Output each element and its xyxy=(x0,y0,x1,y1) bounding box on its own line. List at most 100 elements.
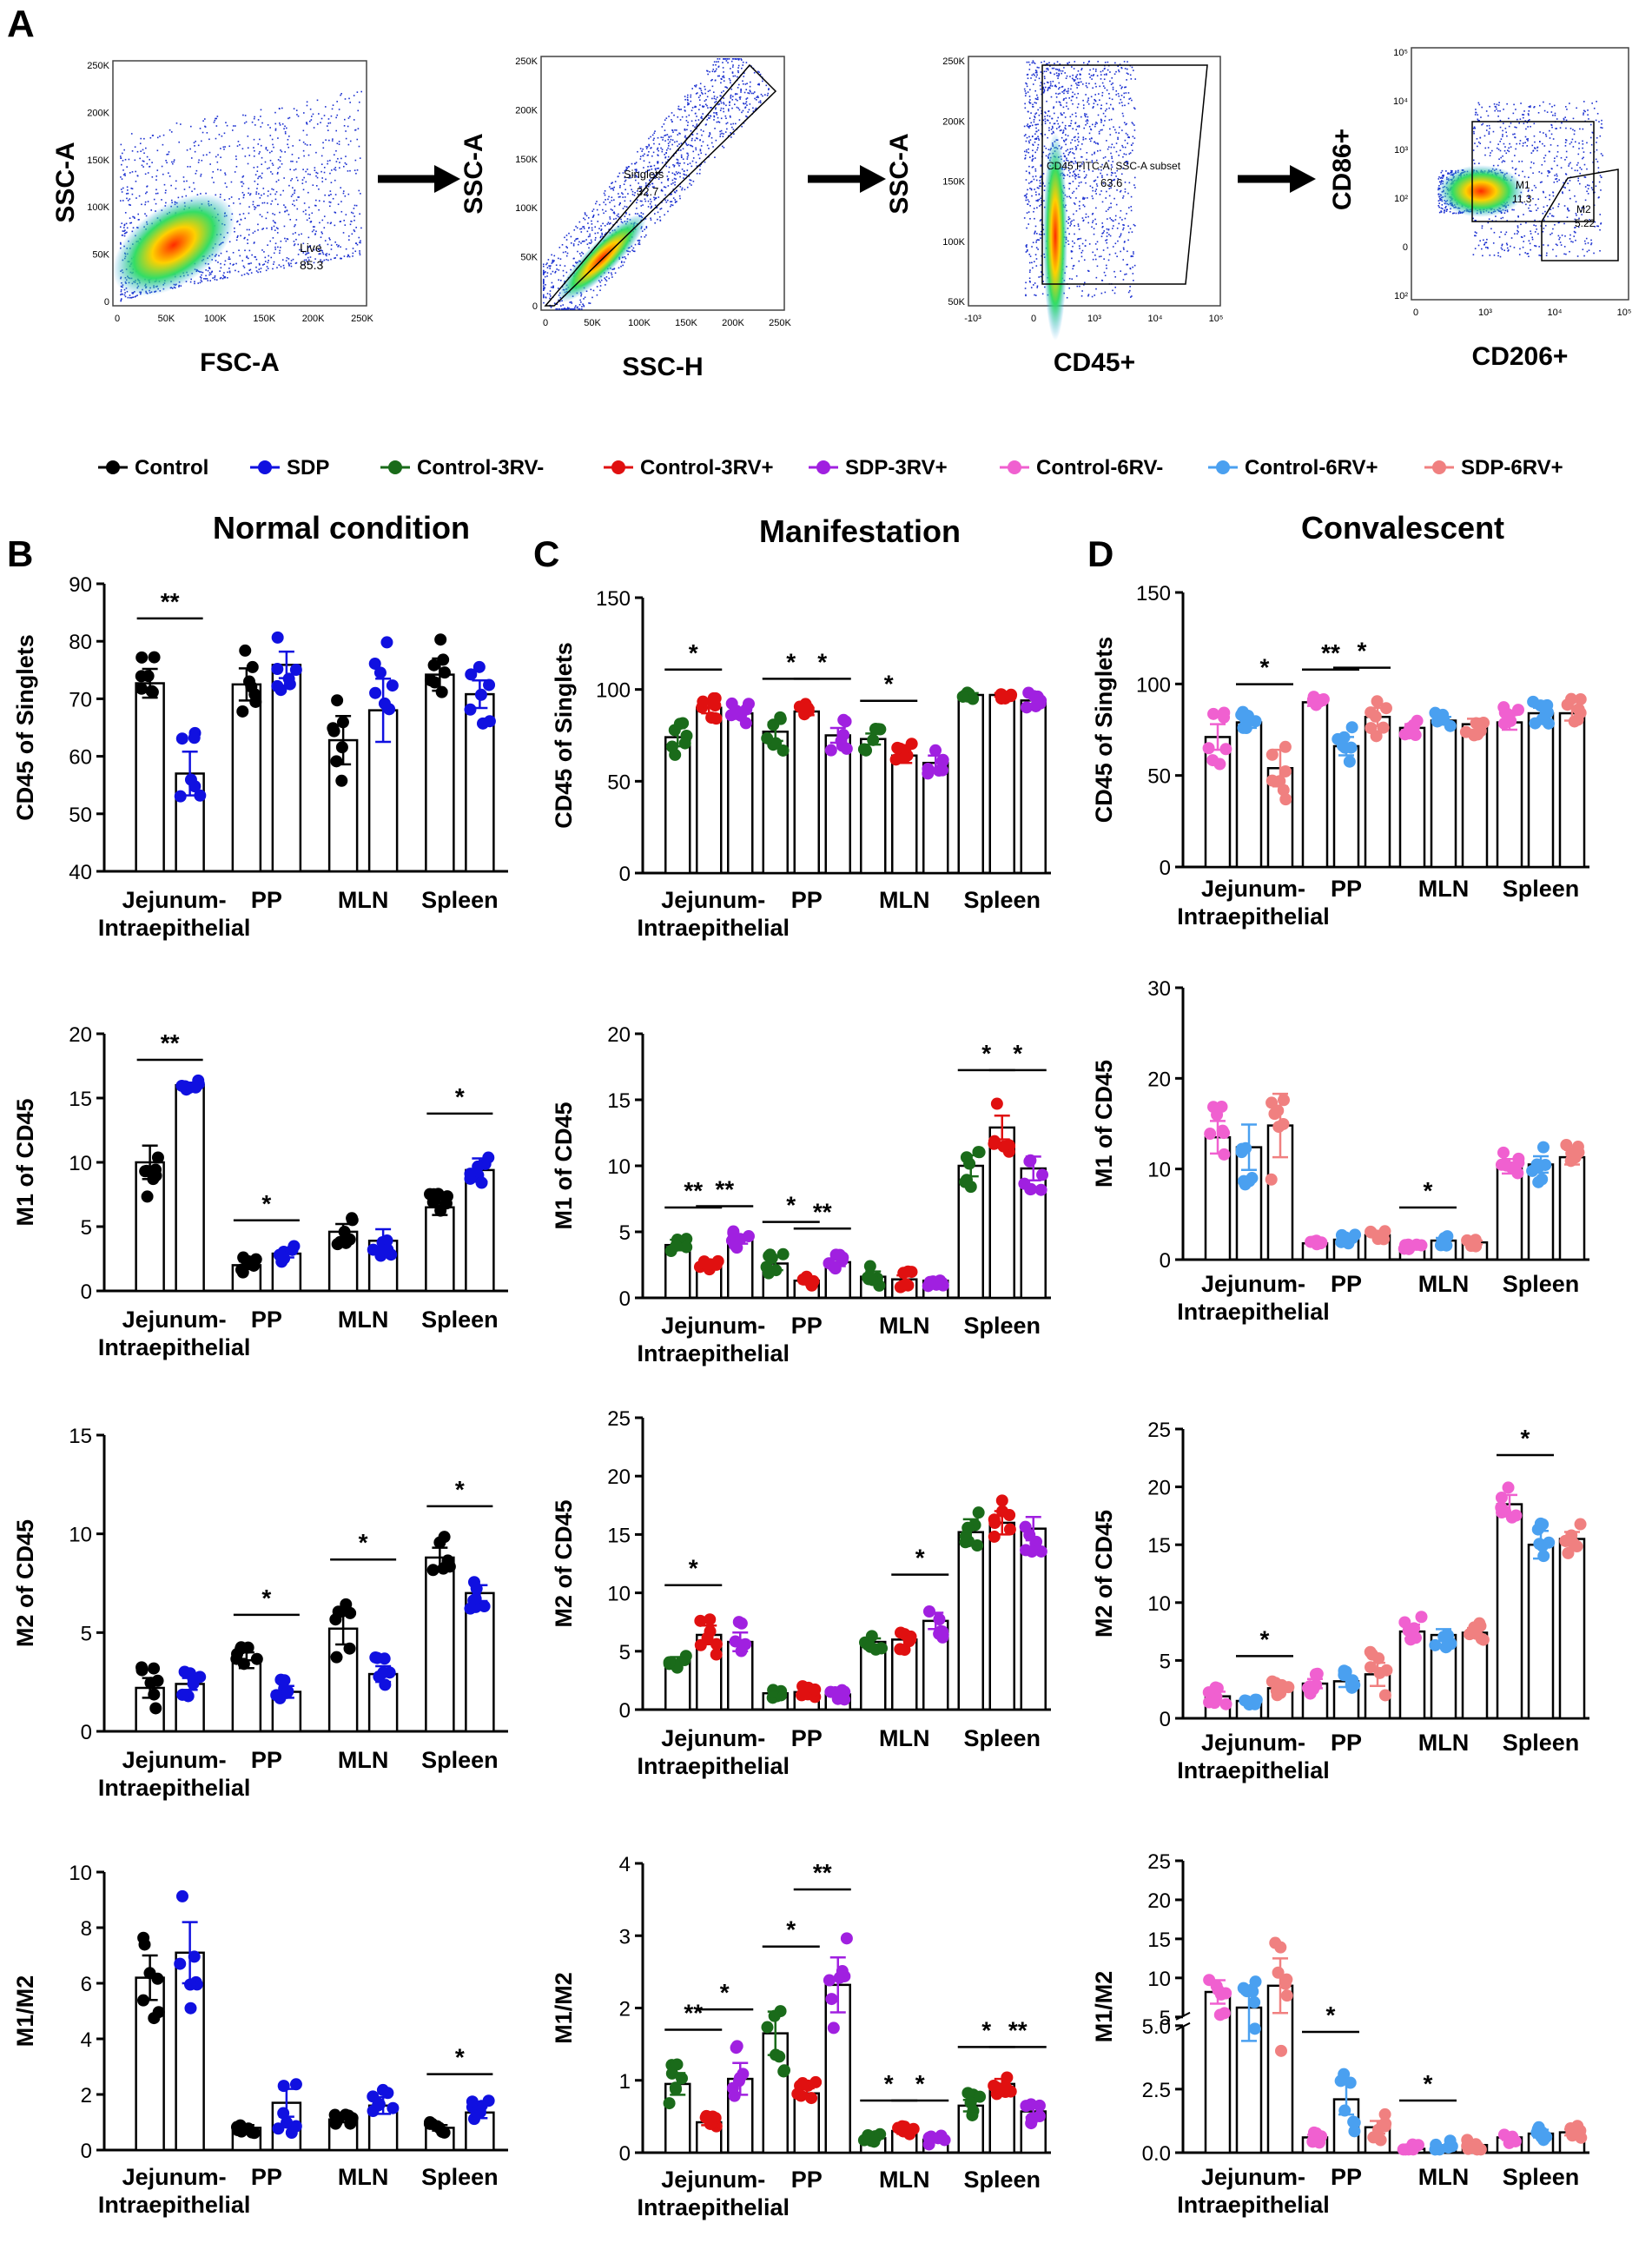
data-point xyxy=(663,1656,676,1669)
y-tick-label: 15 xyxy=(607,1089,631,1113)
gate-value: 32.7 xyxy=(637,185,658,198)
x-category-label: PP xyxy=(1331,2164,1362,2190)
bar xyxy=(1430,719,1457,869)
data-point xyxy=(250,1652,263,1665)
data-point xyxy=(1378,2107,1391,2121)
y-axis-label: M1/M2 xyxy=(1091,1971,1117,2043)
data-point xyxy=(476,717,489,730)
data-point xyxy=(1239,1178,1252,1191)
data-point xyxy=(1495,1158,1508,1171)
significance-annotation: * xyxy=(696,1979,754,2011)
bar xyxy=(1496,1503,1523,1720)
legend-label: Control xyxy=(135,456,208,480)
x-category-label: Jejunum- xyxy=(122,887,227,913)
legend-item: Control-3RV- xyxy=(380,456,544,480)
flow-y-tick: 10³ xyxy=(1394,145,1408,155)
flow-x-tick: 150K xyxy=(675,318,697,328)
legend-label: SDP xyxy=(287,456,329,480)
legend-item: SDP xyxy=(250,456,329,480)
gating-arrow-2 xyxy=(808,165,886,193)
data-point xyxy=(335,774,348,787)
data-point xyxy=(1332,732,1345,745)
significance-stars: * xyxy=(455,1476,465,1503)
chart-b2: 0 5 10 15 20 M1 of CD45 Jejunum-Intraepithelia… xyxy=(12,1023,508,1360)
significance-stars: * xyxy=(981,2016,991,2043)
y-tick-label: 10 xyxy=(69,1862,92,1885)
x-category-label: Intraepithelial xyxy=(98,1775,251,1801)
data-point xyxy=(137,1931,150,1944)
title-normal-condition: Normal condition xyxy=(213,510,470,546)
significance-stars: * xyxy=(786,1192,796,1219)
gate-label: Live xyxy=(300,241,322,255)
data-point xyxy=(1371,695,1384,708)
data-point xyxy=(327,725,340,738)
data-point xyxy=(988,1530,1001,1543)
significance-annotation: * xyxy=(1236,1625,1293,1657)
data-point xyxy=(1025,2117,1038,2130)
flow-y-tick: 50K xyxy=(520,253,538,263)
data-point xyxy=(1024,1183,1037,1196)
x-category-label: PP xyxy=(791,1313,823,1339)
data-point xyxy=(331,1238,344,1251)
y-tick-label: 40 xyxy=(69,861,92,884)
x-category-label: Intraepithelial xyxy=(1177,903,1330,930)
bar xyxy=(793,710,820,875)
data-point xyxy=(1248,1995,1261,2008)
data-point xyxy=(380,636,393,649)
x-category-label: Spleen xyxy=(963,1313,1041,1339)
data-point xyxy=(188,731,201,744)
data-point xyxy=(1539,1158,1552,1171)
flow-y-tick: 50K xyxy=(92,250,109,261)
data-point xyxy=(367,1243,380,1256)
data-point xyxy=(483,678,496,691)
x-category-label: PP xyxy=(251,1307,282,1333)
y-tick-label: 25 xyxy=(1147,1850,1171,1874)
x-category-label: Intraepithelial xyxy=(98,1334,251,1360)
y-tick-label: 20 xyxy=(607,1023,631,1047)
x-category-label: PP xyxy=(1331,1730,1362,1756)
legend-item: Control-6RV+ xyxy=(1208,456,1378,480)
data-point xyxy=(777,2065,790,2078)
x-category-label: Intraepithelial xyxy=(637,1340,790,1366)
x-category-label: Intraepithelial xyxy=(1177,1299,1330,1325)
panel-letter-c: C xyxy=(533,533,559,574)
data-point xyxy=(135,651,149,664)
legend-item: SDP-3RV+ xyxy=(809,456,948,480)
flow-x-tick: 100K xyxy=(204,314,227,324)
y-tick-label: 5 xyxy=(1160,1650,1171,1673)
bar xyxy=(860,738,887,875)
flow-y-tick: 250K xyxy=(87,61,109,71)
data-point xyxy=(194,789,207,802)
flow-x-tick: 200K xyxy=(302,314,325,324)
data-point xyxy=(423,2117,436,2130)
gating-arrow-3 xyxy=(1238,165,1316,193)
y-tick-label: 50 xyxy=(1147,765,1171,789)
data-point xyxy=(827,2021,840,2035)
significance-stars: * xyxy=(1424,2070,1433,2097)
x-category-label: MLN xyxy=(879,887,929,913)
data-point xyxy=(1512,1152,1525,1165)
y-tick-label: 25 xyxy=(607,1407,631,1431)
data-point xyxy=(274,684,287,697)
y-tick-label: 15 xyxy=(1147,1929,1171,1952)
data-point xyxy=(135,1664,149,1677)
significance-stars: * xyxy=(884,2070,894,2097)
data-point xyxy=(472,660,486,673)
flow-y-tick: 150K xyxy=(515,155,538,165)
y-tick-label: 0 xyxy=(1160,857,1171,880)
data-point xyxy=(1574,1518,1587,1531)
data-point xyxy=(281,2116,294,2129)
bar xyxy=(465,1168,495,1293)
data-point xyxy=(1529,717,1542,730)
significance-annotation: * xyxy=(957,1040,1015,1072)
data-point xyxy=(1397,2143,1410,2156)
data-point xyxy=(1003,1523,1016,1536)
significance-annotation: ** xyxy=(136,588,203,620)
flow-y-tick: 200K xyxy=(942,116,965,127)
flow-y-tick: 200K xyxy=(87,108,109,118)
data-point xyxy=(1208,1697,1221,1710)
x-category-label: PP xyxy=(251,887,282,913)
y-tick-label: 5.0 xyxy=(1142,2015,1171,2039)
data-point xyxy=(245,680,258,693)
data-point xyxy=(1380,1664,1393,1677)
